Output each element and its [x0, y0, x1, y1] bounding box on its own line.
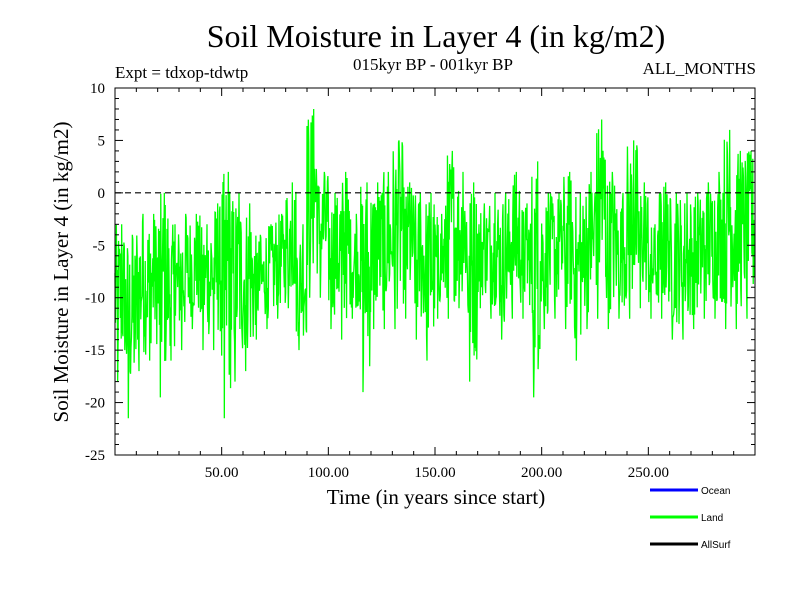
x-axis: 50.00 100.00 150.00 200.00 250.00: [135, 88, 735, 481]
y-axis: 10 5 0 -5 -10 -15 -20 -25: [85, 81, 755, 464]
subtitle-right: ALL_MONTHS: [643, 59, 756, 78]
x-tick-label: 200.00: [521, 465, 562, 481]
y-tick-label: 10: [90, 81, 105, 97]
x-tick-label: 150.00: [414, 465, 455, 481]
chart-title: Soil Moisture in Layer 4 (in kg/m2): [207, 18, 666, 54]
x-axis-label: Time (in years since start): [327, 485, 546, 509]
x-tick-label: 100.00: [308, 465, 349, 481]
subtitle-center: 015kyr BP - 001kyr BP: [353, 55, 513, 74]
x-tick-label: 250.00: [628, 465, 669, 481]
legend-label-ocean: Ocean: [701, 486, 730, 497]
y-tick-label: -20: [85, 396, 105, 412]
y-tick-label: 5: [98, 133, 106, 149]
x-tick-label: 50.00: [205, 465, 239, 481]
subtitle-left: Expt = tdxop-tdwtp: [115, 63, 248, 82]
y-tick-label: -10: [85, 291, 105, 307]
y-tick-label: -5: [93, 238, 106, 254]
plot-area: [114, 108, 756, 419]
legend: Ocean Land AllSurf: [650, 486, 731, 551]
legend-label-allsurf: AllSurf: [701, 540, 731, 551]
y-axis-label: Soil Moisture in Layer 4 (in kg/m2): [49, 122, 73, 423]
y-tick-label: -15: [85, 343, 105, 359]
y-tick-label: 0: [98, 186, 106, 202]
legend-label-land: Land: [701, 513, 723, 524]
y-tick-label: -25: [85, 448, 105, 464]
series-land-line: [114, 108, 756, 419]
